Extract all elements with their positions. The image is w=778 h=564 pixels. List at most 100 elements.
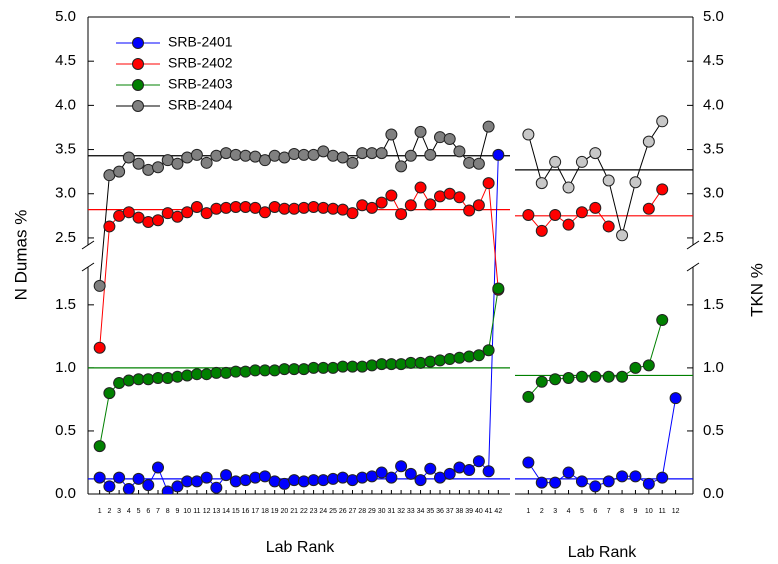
legend-label: SRB-2402: [168, 55, 233, 71]
data-point: [535, 224, 548, 237]
data-point: [395, 358, 408, 371]
y-tick-label: 0.5: [703, 422, 724, 439]
data-point: [602, 475, 615, 488]
x-tick-label: 1: [98, 508, 102, 515]
data-point: [336, 151, 349, 164]
data-point: [288, 474, 301, 487]
data-point: [472, 349, 485, 362]
data-point: [404, 467, 417, 480]
data-point: [414, 125, 427, 138]
data-point: [549, 373, 562, 386]
x-tick-label: 40: [475, 508, 483, 515]
legend-marker: [132, 37, 144, 49]
data-point: [629, 361, 642, 374]
data-point: [482, 465, 495, 478]
x-tick-label: 4: [567, 508, 571, 515]
x-tick-label: 5: [137, 508, 141, 515]
data-point: [642, 202, 655, 215]
x-axis-label: Lab Rank: [568, 544, 637, 559]
data-point: [268, 475, 281, 488]
data-point: [181, 206, 194, 219]
data-point: [522, 128, 535, 141]
axis-break-mark: [686, 262, 700, 272]
data-point: [268, 201, 281, 213]
data-point: [93, 279, 106, 292]
data-point: [346, 207, 359, 220]
data-point: [656, 115, 669, 128]
x-tick-label: 37: [446, 508, 454, 515]
x-tick-label: 9: [176, 508, 180, 515]
data-point: [375, 466, 388, 479]
data-point: [258, 206, 271, 219]
x-tick-label: 31: [387, 508, 395, 515]
x-tick-label: 19: [271, 508, 279, 515]
data-point: [161, 485, 174, 494]
x-tick-label: 17: [251, 508, 259, 515]
y-tick-label: 0.0: [55, 485, 76, 502]
plot-area: [88, 120, 510, 494]
data-point: [562, 218, 575, 231]
data-point: [472, 455, 485, 468]
data-point: [549, 476, 562, 489]
data-point: [562, 371, 575, 384]
x-tick-label: 34: [417, 508, 425, 515]
data-point: [424, 462, 437, 475]
data-point: [443, 467, 456, 480]
y-tick-label: 4.0: [55, 96, 76, 113]
legend-marker: [132, 100, 144, 112]
data-point: [492, 282, 505, 295]
x-tick-label: 7: [607, 508, 611, 515]
x-tick-label: 5: [580, 508, 584, 515]
data-point: [535, 177, 548, 190]
x-tick-label: 6: [593, 508, 597, 515]
y-axis-label: N Dumas %: [11, 210, 30, 301]
axis-break-mark: [81, 240, 95, 250]
x-tick-label: 38: [456, 508, 464, 515]
data-point: [453, 461, 466, 474]
legend-label: SRB-2404: [168, 97, 233, 113]
y-tick-label: 1.5: [55, 296, 76, 313]
data-point: [297, 475, 310, 488]
y-tick-label: 2.5: [55, 229, 76, 246]
data-point: [385, 128, 398, 141]
data-point: [220, 366, 233, 379]
x-tick-label: 28: [358, 508, 366, 515]
data-point: [414, 474, 427, 487]
data-point: [239, 365, 252, 378]
data-point: [395, 460, 408, 473]
series-line: [528, 319, 663, 398]
data-point: [152, 461, 165, 474]
data-point: [336, 471, 349, 484]
data-point: [482, 120, 495, 133]
data-point: [93, 440, 106, 453]
x-tick-label: 12: [672, 508, 680, 515]
data-point: [181, 369, 194, 382]
x-tick-label: 18: [261, 508, 269, 515]
x-tick-label: 39: [465, 508, 473, 515]
legend-marker: [132, 79, 144, 91]
data-point: [589, 370, 602, 383]
data-point: [132, 157, 145, 170]
data-point: [656, 183, 669, 196]
data-point: [463, 350, 476, 363]
data-point: [433, 354, 446, 367]
data-point: [589, 147, 602, 160]
data-point: [132, 472, 145, 485]
x-tick-label: 27: [349, 508, 357, 515]
y-tick-label: 1.0: [703, 359, 724, 376]
data-point: [132, 211, 145, 224]
data-point: [375, 147, 388, 160]
data-point: [171, 210, 184, 223]
axis-break-mark: [81, 262, 95, 272]
data-point: [229, 475, 242, 488]
y-tick-label: 3.0: [55, 185, 76, 202]
legend-label: SRB-2401: [168, 34, 233, 50]
data-point: [535, 476, 548, 489]
data-point: [453, 191, 466, 204]
data-point: [200, 471, 213, 484]
x-tick-label: 12: [203, 508, 211, 515]
data-point: [482, 177, 495, 190]
data-point: [356, 360, 369, 373]
data-point: [171, 157, 184, 170]
data-point: [414, 181, 427, 194]
